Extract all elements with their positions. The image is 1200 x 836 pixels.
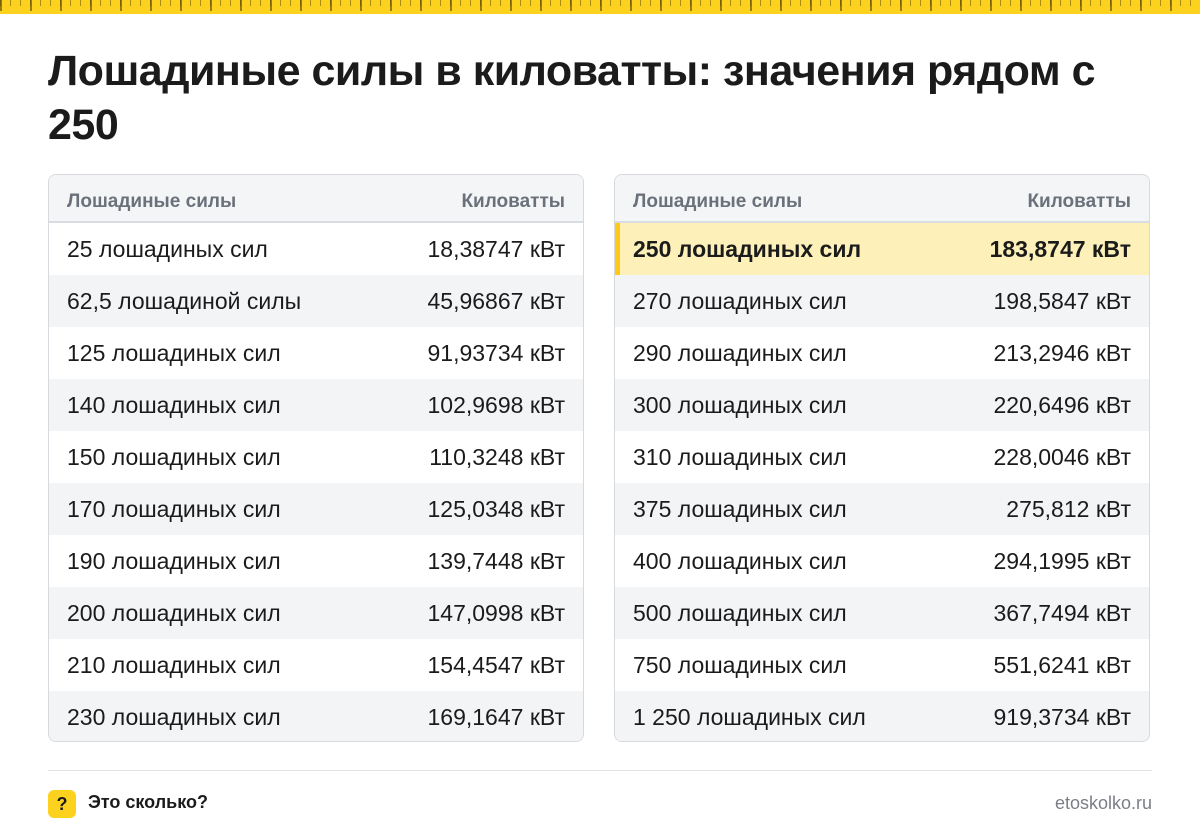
header-kw: Киловатты bbox=[461, 191, 565, 212]
site-url: etoskolko.ru bbox=[1054, 793, 1152, 813]
cell-kw: 228,0046 кВт bbox=[993, 443, 1132, 470]
cell-hp: 190 лошадиных сил bbox=[67, 547, 281, 574]
table-row: 210 лошадиных сил 154,4547 кВт bbox=[49, 639, 583, 691]
table-row-highlighted: 250 лошадиных сил 183,8747 кВт bbox=[615, 223, 1149, 275]
cell-kw: 367,7494 кВт bbox=[993, 599, 1132, 626]
cell-hp: 270 лошадиных сил bbox=[633, 287, 847, 314]
cell-hp: 750 лошадиных сил bbox=[633, 651, 847, 678]
cell-hp: 300 лошадиных сил bbox=[633, 391, 847, 418]
conversion-table-left: Лошадиные силы Киловатты 25 лошадиных си… bbox=[48, 174, 584, 742]
table-row: 25 лошадиных сил 18,38747 кВт bbox=[49, 223, 583, 275]
cell-kw: 213,2946 кВт bbox=[993, 339, 1132, 366]
table-header: Лошадиные силы Киловатты bbox=[49, 175, 583, 223]
cell-hp: 375 лошадиных сил bbox=[633, 495, 847, 522]
cell-hp: 170 лошадиных сил bbox=[67, 495, 281, 522]
cell-kw: 147,0998 кВт bbox=[427, 599, 566, 626]
cell-kw: 91,93734 кВт bbox=[427, 339, 566, 366]
cell-kw: 110,3248 кВт bbox=[429, 443, 565, 470]
cell-hp: 210 лошадиных сил bbox=[67, 651, 281, 678]
table-row: 300 лошадиных сил 220,6496 кВт bbox=[615, 379, 1149, 431]
table-row: 62,5 лошадиной силы 45,96867 кВт bbox=[49, 275, 583, 327]
cell-hp: 310 лошадиных сил bbox=[633, 443, 847, 470]
table-row: 400 лошадиных сил 294,1995 кВт bbox=[615, 535, 1149, 587]
table-row: 310 лошадиных сил 228,0046 кВт bbox=[615, 431, 1149, 483]
footer-divider bbox=[48, 770, 1152, 771]
cell-hp: 1 250 лошадиных сил bbox=[633, 703, 866, 730]
brand-name: Это сколько? bbox=[88, 792, 208, 812]
cell-hp: 125 лошадиных сил bbox=[67, 339, 281, 366]
table-row: 290 лошадиных сил 213,2946 кВт bbox=[615, 327, 1149, 379]
header-kw: Киловатты bbox=[1027, 191, 1131, 212]
question-mark-icon: ? bbox=[48, 790, 76, 818]
cell-hp: 500 лошадиных сил bbox=[633, 599, 847, 626]
cell-hp: 25 лошадиных сил bbox=[67, 235, 268, 262]
table-row: 190 лошадиных сил 139,7448 кВт bbox=[49, 535, 583, 587]
cell-kw: 183,8747 кВт bbox=[989, 235, 1131, 262]
cell-hp: 62,5 лошадиной силы bbox=[67, 287, 302, 314]
cell-kw: 169,1647 кВт bbox=[427, 703, 566, 730]
table-row: 270 лошадиных сил 198,5847 кВт bbox=[615, 275, 1149, 327]
table-row: 140 лошадиных сил 102,9698 кВт bbox=[49, 379, 583, 431]
cell-hp: 150 лошадиных сил bbox=[67, 443, 281, 470]
table-row: 150 лошадиных сил 110,3248 кВт bbox=[49, 431, 583, 483]
table-row: 750 лошадиных сил 551,6241 кВт bbox=[615, 639, 1149, 691]
cell-hp: 140 лошадиных сил bbox=[67, 391, 281, 418]
table-row: 1 250 лошадиных сил 919,3734 кВт bbox=[615, 691, 1149, 741]
conversion-table-right: Лошадиные силы Киловатты 250 лошадиных с… bbox=[614, 174, 1150, 742]
table-row: 375 лошадиных сил 275,812 кВт bbox=[615, 483, 1149, 535]
cell-hp: 290 лошадиных сил bbox=[633, 339, 847, 366]
table-body: 250 лошадиных сил 183,8747 кВт 270 лошади… bbox=[615, 223, 1149, 741]
table-body: 25 лошадиных сил 18,38747 кВт 62,5 лошади… bbox=[49, 223, 583, 741]
cell-kw: 551,6241 кВт bbox=[993, 651, 1132, 678]
table-row: 230 лошадиных сил 169,1647 кВт bbox=[49, 691, 583, 741]
cell-kw: 919,3734 кВт bbox=[993, 703, 1132, 730]
cell-hp: 400 лошадиных сил bbox=[633, 547, 847, 574]
cell-hp: 200 лошадиных сил bbox=[67, 599, 281, 626]
cell-kw: 139,7448 кВт bbox=[427, 547, 566, 574]
cell-kw: 220,6496 кВт bbox=[993, 391, 1132, 418]
cell-kw: 294,1995 кВт bbox=[993, 547, 1132, 574]
cell-kw: 125,0348 кВт bbox=[427, 495, 566, 522]
cell-hp: 230 лошадиных сил bbox=[67, 703, 281, 730]
header-hp: Лошадиные силы bbox=[67, 191, 237, 212]
cell-kw: 275,812 кВт bbox=[1006, 495, 1131, 522]
table-row: 170 лошадиных сил 125,0348 кВт bbox=[49, 483, 583, 535]
cell-hp: 250 лошадиных сил bbox=[633, 235, 862, 262]
table-row: 125 лошадиных сил 91,93734 кВт bbox=[49, 327, 583, 379]
table-row: 200 лошадиных сил 147,0998 кВт bbox=[49, 587, 583, 639]
table-row: 500 лошадиных сил 367,7494 кВт bbox=[615, 587, 1149, 639]
cell-kw: 45,96867 кВт bbox=[427, 287, 566, 314]
ruler-strip bbox=[0, 0, 1200, 14]
page-title: Лошадиные силы в киловатты: значения ряд… bbox=[48, 47, 1096, 149]
cell-kw: 102,9698 кВт bbox=[427, 391, 566, 418]
cell-kw: 198,5847 кВт bbox=[993, 287, 1132, 314]
cell-kw: 18,38747 кВт bbox=[427, 235, 566, 262]
header-hp: Лошадиные силы bbox=[633, 191, 803, 212]
cell-kw: 154,4547 кВт bbox=[427, 651, 566, 678]
table-header: Лошадиные силы Киловатты bbox=[615, 175, 1149, 223]
